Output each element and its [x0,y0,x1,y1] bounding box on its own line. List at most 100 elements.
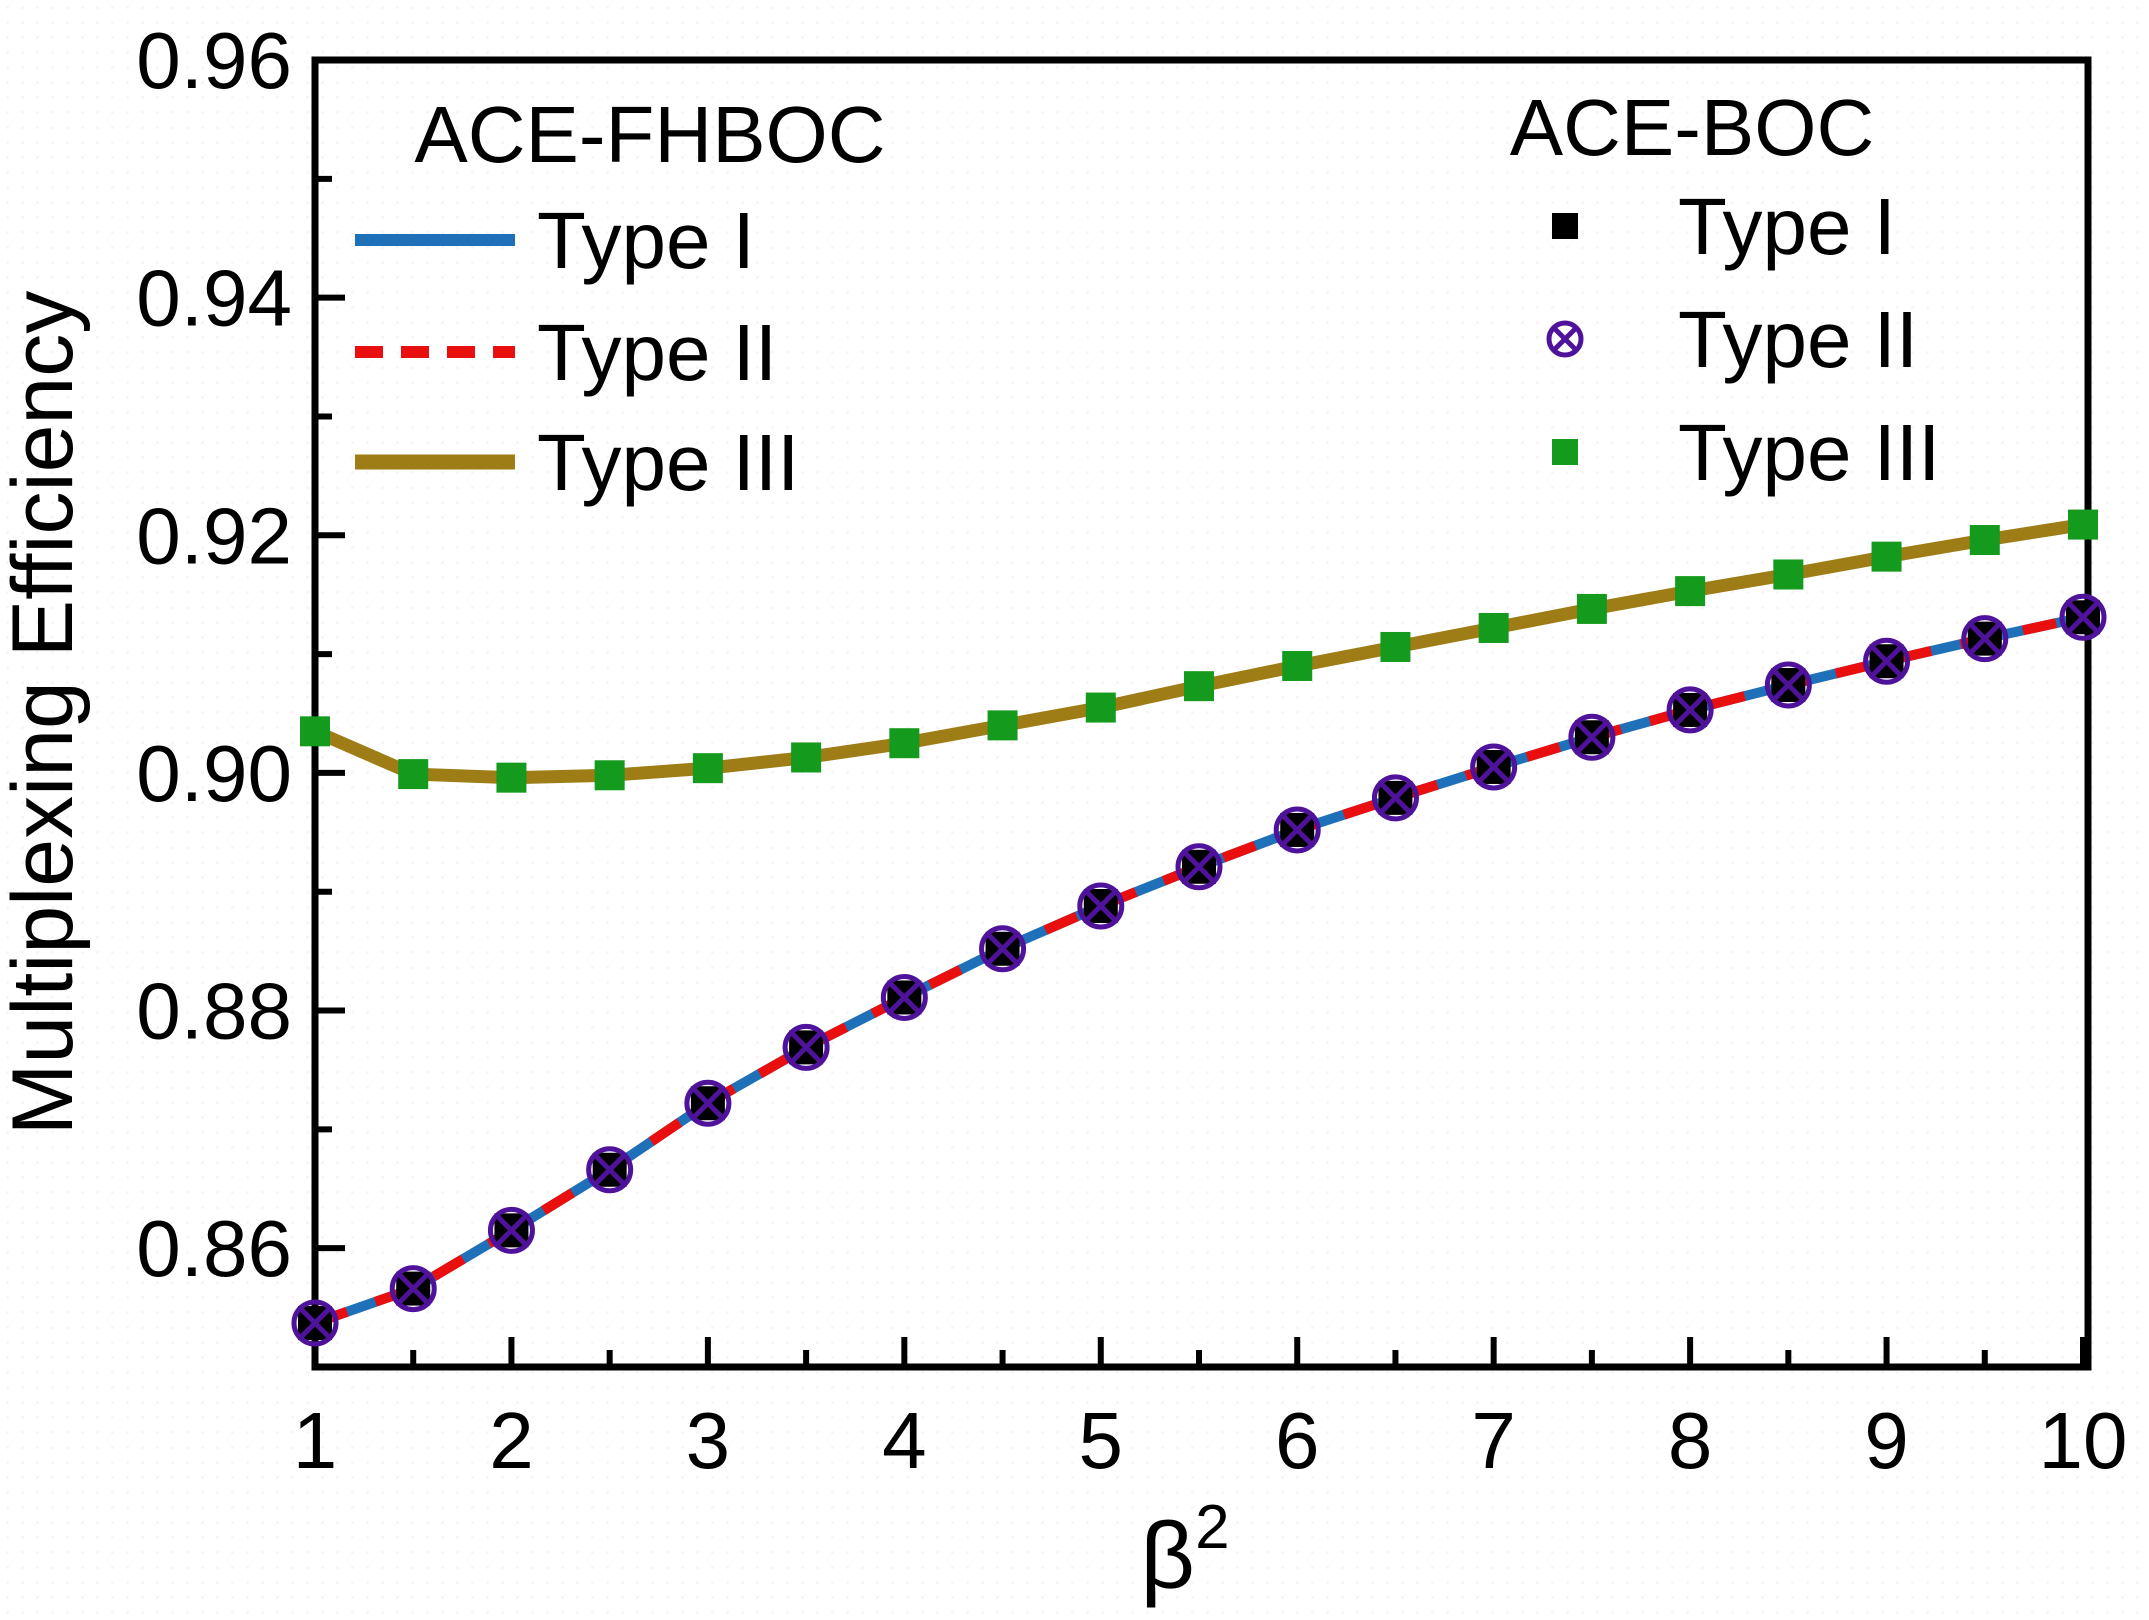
marker-circle [1273,806,1321,854]
marker-square [1380,631,1411,662]
legend-label: Type II [537,308,777,397]
marker-x-stroke [1770,667,1807,703]
legend-item-ace-boc-type-i: Type I [1552,182,1896,271]
legend-ace-boc: ACE-BOC Type I Type II Type III [1510,83,1941,497]
legend-title-ace-fhboc: ACE-FHBOC [414,90,885,179]
x-axis-title: β2 [1140,1493,1229,1609]
marker-square [1969,525,2000,556]
marker-x-stroke [591,1152,628,1188]
y-tick-label: 0.92 [136,491,292,580]
y-tick-label: 0.90 [136,729,292,818]
marker-square [987,710,1018,741]
marker-circle [1764,661,1812,709]
plot-axes: 1 2 3 4 5 6 7 8 9 10 0.86 0.88 0.90 0.92 0.94 0.96 [136,16,2127,1485]
marker-circle [1175,843,1223,891]
x-tick-label: 10 [2039,1396,2128,1485]
marker-square [398,759,429,790]
x-tick-label: 4 [882,1396,927,1485]
marker-square [1085,692,1116,723]
marker-circle [1666,686,1714,734]
marker-square [1282,650,1313,681]
series-markers-ace-boc-type-iii [300,509,2098,793]
series-markers-ace-boc-type-i [298,600,2100,1341]
legend-item-ace-boc-type-iii: Type III [1552,408,1940,497]
marker-x-stroke [886,979,923,1016]
legend-label: Type III [537,418,799,507]
y-tick-label: 0.88 [136,967,292,1056]
legend-item-ace-fhboc-type-iii: Type III [355,418,799,507]
marker-x-stroke [493,1212,530,1249]
marker-x-stroke [1672,692,1708,728]
marker-x-stroke [1475,749,1512,785]
series-line-ace-fhboc-type-ii [313,612,2085,1328]
series-line-ace-fhboc-type-i [313,612,2085,1328]
marker-x-stroke [2065,599,2101,635]
x-tick-label: 2 [489,1396,534,1485]
marker-square [1552,213,1578,239]
marker-x-stroke [297,1305,333,1341]
marker-circle [1470,743,1518,791]
legend-ace-fhboc: ACE-FHBOC Type I Type II Type III [355,90,886,507]
marker-square [594,760,625,791]
series-layer [291,509,2107,1347]
marker-circle [1863,637,1911,685]
marker-square [300,716,330,747]
y-tick-label: 0.94 [136,254,292,343]
marker-x-stroke [1551,325,1579,353]
marker-x-stroke [395,1270,431,1307]
legend-title-ace-boc: ACE-BOC [1510,83,1875,172]
marker-square [1773,559,1804,590]
marker-square [1675,576,1706,607]
legend-label: Type I [537,196,755,285]
marker-circle [880,973,928,1021]
marker-circle [1961,615,2009,663]
marker-circle [487,1206,535,1254]
x-tick-label: 9 [1864,1396,1909,1485]
marker-x-stroke [1377,780,1414,816]
x-tick-label: 5 [1079,1396,1124,1485]
marker-x-stroke [1083,888,1119,924]
x-tick-label: 8 [1668,1396,1713,1485]
marker-circle [1568,713,1616,761]
marker-x-stroke [1967,620,2003,657]
legend-label: Type I [1678,182,1896,271]
marker-circle [389,1265,437,1313]
x-tick-label: 7 [1471,1396,1516,1485]
marker-circle [1371,774,1419,822]
marker-x-stroke [984,931,1021,967]
y-axis-title: Multiplexing Efficiency [0,291,91,1135]
legend-item-ace-boc-type-ii: Type II [1546,295,1918,384]
marker-square [1184,671,1214,702]
marker-circle [586,1146,634,1194]
y-tick-label: 0.96 [136,16,292,105]
series-markers-ace-boc-type-ii [291,593,2107,1347]
legend-item-ace-fhboc-type-i: Type I [355,196,755,285]
legend-label: Type III [1678,408,1940,497]
legend-item-ace-fhboc-type-ii: Type II [355,308,777,397]
marker-circle [979,925,1027,973]
marker-circle [782,1023,830,1071]
marker-x-stroke [1868,643,1905,679]
y-tick-label: 0.86 [136,1204,292,1293]
x-tick-label: 3 [686,1396,731,1485]
series-line-ace-fhboc-type-iii [312,518,2085,785]
marker-square [2068,509,2098,540]
marker-circle [684,1079,732,1127]
marker-x-stroke [788,1029,824,1066]
marker-square [889,728,920,759]
marker-x-stroke [1574,719,1610,755]
marker-square [1478,612,1509,643]
marker-square [791,742,822,773]
marker-circle [1077,882,1125,930]
marker-circle [2059,593,2107,641]
marker-square [1552,439,1578,465]
marker-circle [1546,320,1584,358]
x-tick-label: 6 [1275,1396,1320,1485]
marker-square [1871,541,1902,572]
legend-label: Type II [1678,295,1918,384]
marker-x-stroke [1181,849,1217,885]
marker-circle [291,1299,339,1347]
marker-x-stroke [690,1085,726,1121]
